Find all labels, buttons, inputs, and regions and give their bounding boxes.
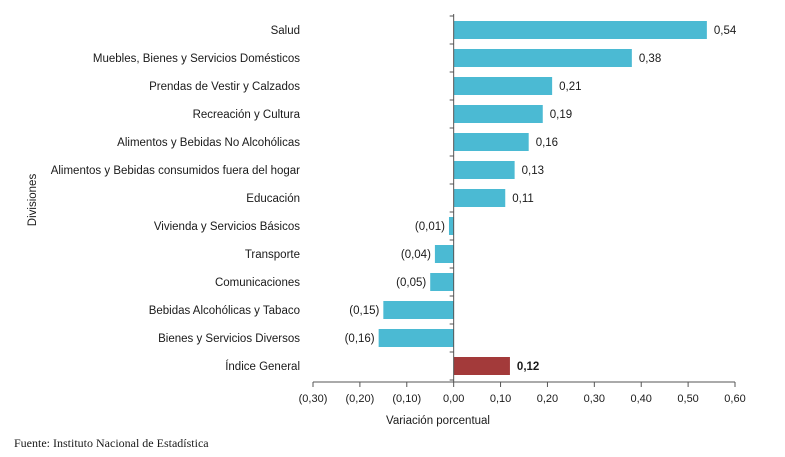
value-label-3: 0,19 — [550, 109, 572, 121]
category-label-6: Educación — [246, 193, 300, 205]
value-label-4: 0,16 — [536, 137, 558, 149]
bars — [378, 21, 707, 375]
x-tick-label-4: 0,10 — [490, 393, 511, 405]
value-label-9: (0,05) — [396, 277, 426, 289]
x-ticks: (0,30) (0,20) (0,10) 0,00 0,10 0,20 0,30 0,40 0,… — [299, 382, 746, 405]
x-tick-label-6: 0,30 — [584, 393, 605, 405]
x-tick-label-5: 0,20 — [537, 393, 558, 405]
bar-4 — [453, 133, 529, 151]
x-tick-label-7: 0,40 — [631, 393, 652, 405]
category-label-2: Prendas de Vestir y Calzados — [149, 81, 300, 93]
category-label-4: Alimentos y Bebidas No Alcohólicas — [117, 137, 300, 149]
bar-10 — [383, 301, 454, 319]
category-label-11: Bienes y Servicios Diversos — [158, 333, 300, 345]
x-tick-label-0: (0,30) — [299, 393, 328, 405]
value-label-10: (0,15) — [349, 305, 379, 317]
x-tick-label-1: (0,20) — [346, 393, 375, 405]
category-label-1: Muebles, Bienes y Servicios Domésticos — [93, 53, 300, 65]
x-tick-label-9: 0,60 — [724, 393, 745, 405]
value-labels: 0,54 0,38 0,21 0,19 0,16 0,13 0,11 (0,01) (0,04)… — [345, 25, 737, 373]
bar-8 — [434, 245, 454, 263]
category-label-8: Transporte — [245, 249, 300, 261]
value-label-12: 0,12 — [517, 361, 539, 373]
x-axis-title: Variación porcentual — [386, 415, 490, 427]
value-label-6: 0,11 — [512, 193, 534, 205]
category-label-12: Índice General — [225, 360, 300, 373]
y-axis-title: Divisiones — [27, 174, 39, 227]
bar-11 — [378, 329, 454, 347]
value-label-11: (0,16) — [345, 333, 375, 345]
bar-9 — [430, 273, 454, 291]
x-tick-label-2: (0,10) — [392, 393, 421, 405]
category-label-9: Comunicaciones — [215, 277, 300, 289]
bar-2 — [453, 77, 553, 95]
category-label-10: Bebidas Alcohólicas y Tabaco — [149, 305, 300, 317]
value-label-7: (0,01) — [415, 221, 445, 233]
value-label-5: 0,13 — [522, 165, 544, 177]
category-label-0: Salud — [271, 25, 300, 37]
x-tick-label-8: 0,50 — [677, 393, 698, 405]
value-label-8: (0,04) — [401, 249, 431, 261]
x-tick-label-3: 0,00 — [443, 393, 464, 405]
bar-3 — [453, 105, 543, 123]
bar-0 — [453, 21, 707, 39]
category-label-3: Recreación y Cultura — [193, 109, 301, 121]
bar-5 — [453, 161, 515, 179]
bar-7 — [448, 217, 454, 235]
value-label-2: 0,21 — [559, 81, 581, 93]
category-labels: Salud Muebles, Bienes y Servicios Domésti… — [51, 25, 301, 373]
source-note: Fuente: Instituto Nacional de Estadístic… — [14, 436, 209, 450]
category-label-7: Vivienda y Servicios Básicos — [154, 221, 300, 233]
category-label-5: Alimentos y Bebidas consumidos fuera del… — [51, 165, 300, 177]
bar-12 — [453, 357, 510, 375]
bar-1 — [453, 49, 632, 67]
value-label-0: 0,54 — [714, 25, 737, 37]
bar-6 — [453, 189, 506, 207]
bar-chart: Salud Muebles, Bienes y Servicios Domésti… — [27, 14, 746, 427]
value-label-1: 0,38 — [639, 53, 661, 65]
